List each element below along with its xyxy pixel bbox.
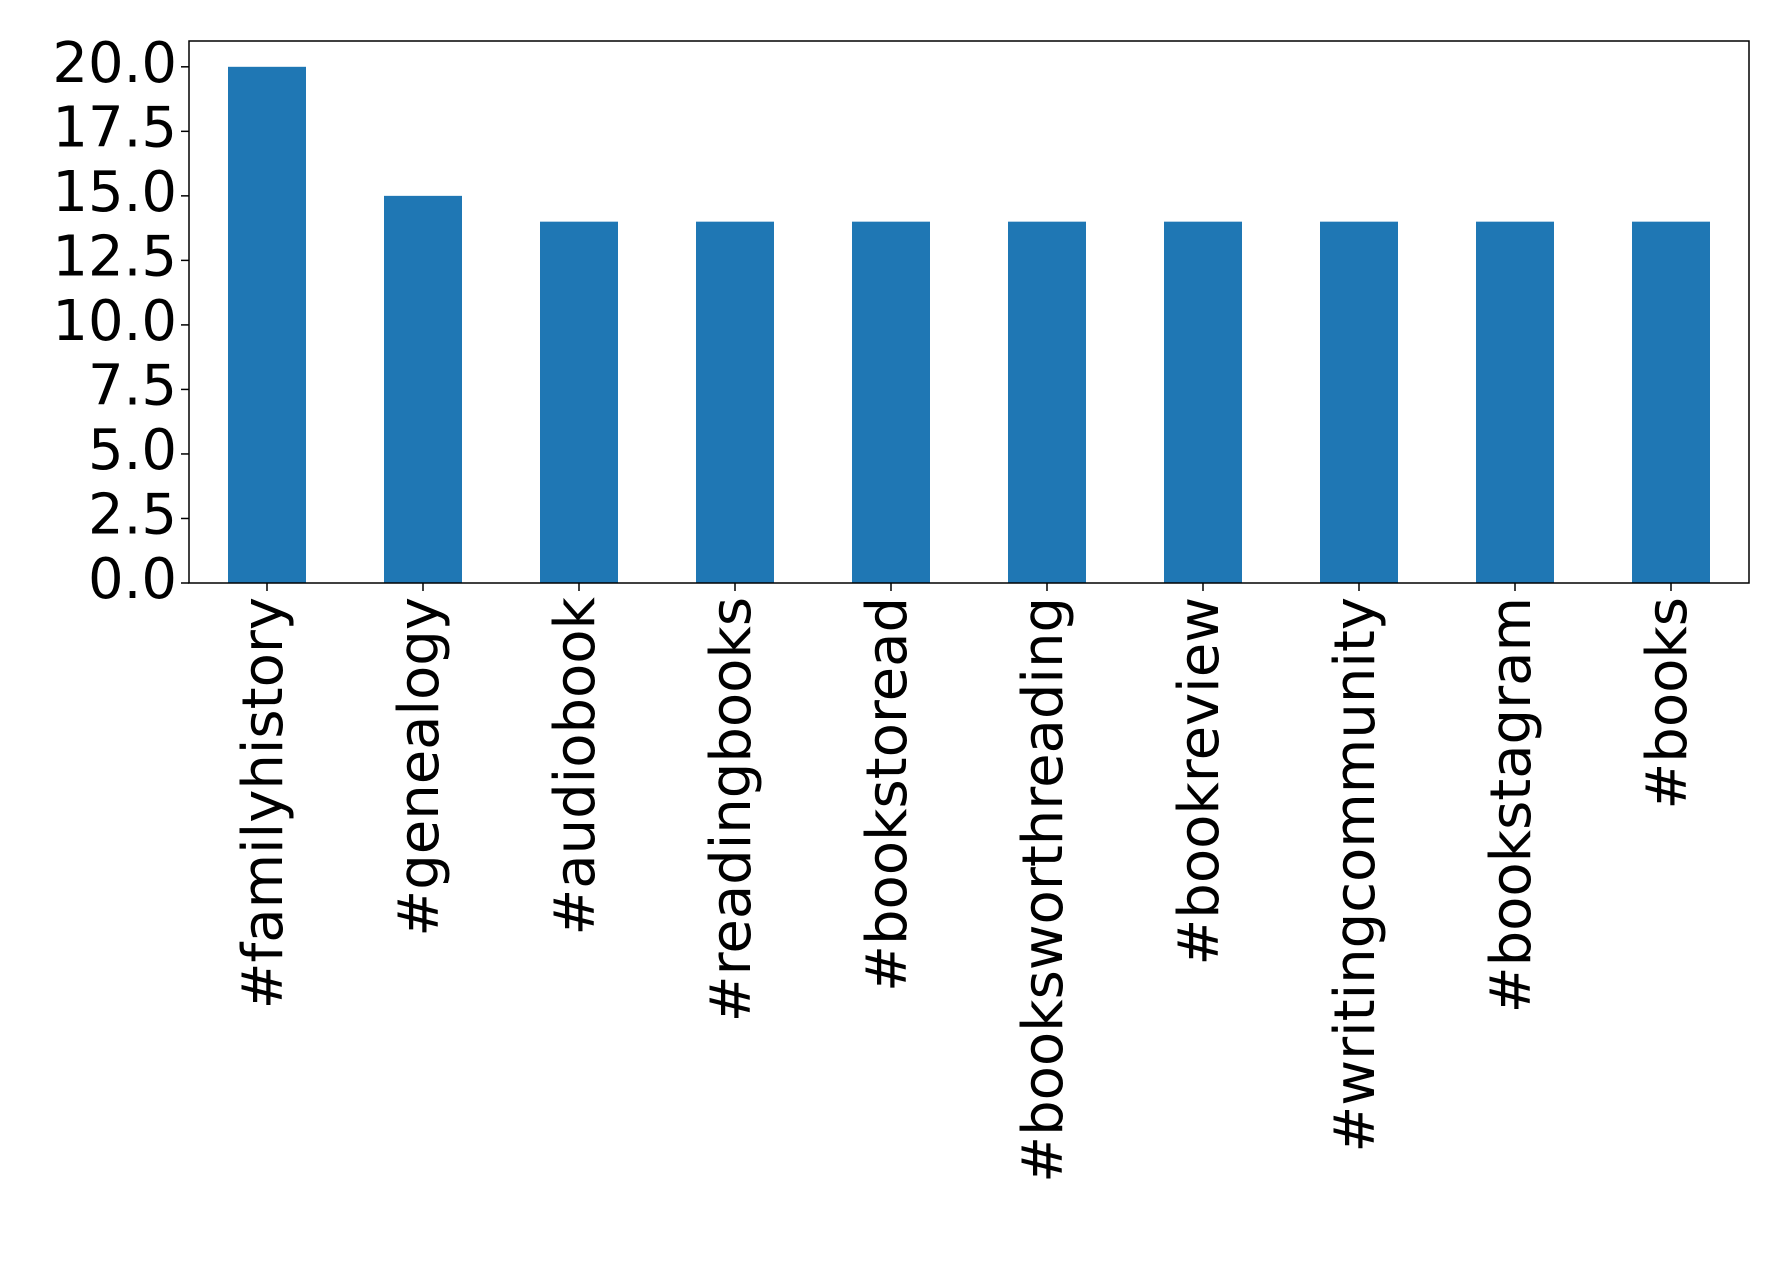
x-tick-label: #books [1635,597,1700,810]
y-tick-label: 15.0 [52,160,177,225]
x-tick-label: #booksworthreading [1011,597,1076,1183]
y-tick-label: 5.0 [88,418,177,483]
x-tick-label: #bookstagram [1479,597,1544,1013]
plot-frame [188,40,1750,584]
y-tick-label: 12.5 [52,225,177,290]
y-tick-label: 10.0 [52,289,177,354]
bar [696,221,774,583]
bar [1632,221,1710,583]
x-tick-label: #readingbooks [699,597,764,1022]
bar [852,221,930,583]
y-tick-label: 7.5 [88,354,177,419]
x-tick-label: #bookstoread [855,597,920,992]
y-tick-label: 17.5 [52,95,177,160]
bar [540,221,618,583]
y-tick-label: 20.0 [52,31,177,96]
y-tick-label: 2.5 [88,483,177,548]
bar [1164,221,1242,583]
x-tick-label: #genealogy [387,597,452,937]
y-tick-label: 0.0 [88,547,177,612]
x-tick-label: #writingcommunity [1323,597,1388,1153]
bar [1476,221,1554,583]
bar [1320,221,1398,583]
x-tick-label: #bookreview [1167,597,1232,966]
bar [1008,221,1086,583]
bar [384,195,462,583]
x-tick-label: #familyhistory [231,597,296,1009]
bar [228,66,306,584]
x-tick-label: #audiobook [543,596,608,935]
